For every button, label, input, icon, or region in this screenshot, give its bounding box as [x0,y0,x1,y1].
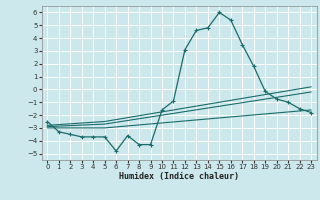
X-axis label: Humidex (Indice chaleur): Humidex (Indice chaleur) [119,172,239,181]
